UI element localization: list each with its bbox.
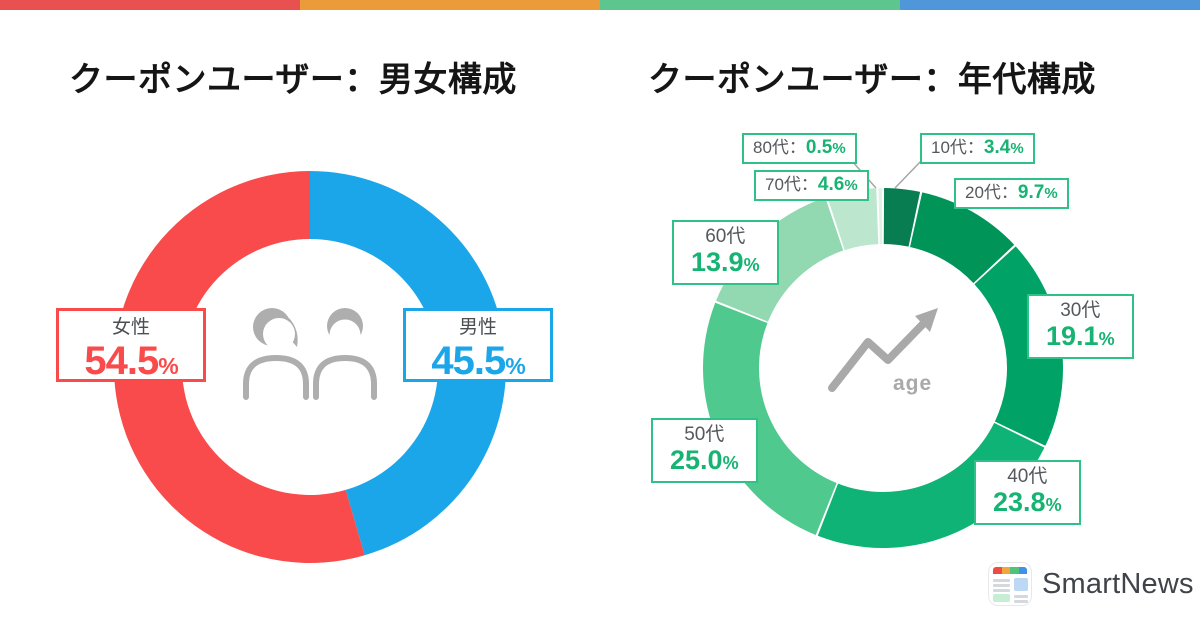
donut-segment-70代 xyxy=(827,188,879,251)
age-10s-value: 3.4 xyxy=(983,137,1011,158)
top-bar-segment-green xyxy=(600,0,900,10)
female-icon xyxy=(243,308,309,400)
smartnews-logo: SmartNews xyxy=(988,562,1194,606)
age-60s-text: 60代 xyxy=(705,226,746,247)
smartnews-icon-stripe xyxy=(993,567,1027,574)
age-40s-unit: % xyxy=(1045,495,1062,515)
top-color-bar xyxy=(0,0,1200,10)
male-value: 45.5 xyxy=(431,339,506,383)
age-10s-unit: % xyxy=(1010,140,1024,157)
donut-segment-10代 xyxy=(883,188,921,247)
leader-line-10s xyxy=(894,159,923,189)
age-20s-value: 9.7 xyxy=(1017,182,1045,203)
female-label: 女性 xyxy=(111,317,150,338)
male-label: 男性 xyxy=(458,317,497,338)
gender-chart-title: クーポンユーザー：男女構成 xyxy=(69,61,517,99)
age-20s-unit: % xyxy=(1044,185,1058,202)
age-label-70s: 70代：4.6% xyxy=(754,170,869,201)
age-40s-value: 23.8 xyxy=(993,487,1046,517)
age-70s-text: 70代 xyxy=(765,175,801,194)
age-20s-text: 20代 xyxy=(965,183,1001,202)
age-50s-text: 50代 xyxy=(684,424,725,445)
age-80s-unit: % xyxy=(832,140,846,157)
separator: ： xyxy=(1000,183,1018,202)
age-label-30s: 30代 19.1% xyxy=(1027,294,1134,359)
age-trend-arrow-icon: age xyxy=(828,308,938,395)
donut-segment-男性 xyxy=(310,171,507,556)
donut-segment-80代 xyxy=(878,188,883,245)
age-30s-unit: % xyxy=(1098,329,1115,349)
donut-segment-50代 xyxy=(703,302,837,535)
smartnews-brand-text: SmartNews xyxy=(1042,567,1194,600)
age-label-50s: 50代 25.0% xyxy=(651,418,758,483)
separator: ： xyxy=(966,138,984,157)
age-chart-title: クーポンユーザー：年代構成 xyxy=(648,61,1096,99)
smartnews-app-icon xyxy=(988,562,1032,606)
gender-donut-chart xyxy=(114,171,507,563)
donut-segment-60代 xyxy=(716,197,844,322)
age-40s-text: 40代 xyxy=(1007,466,1048,487)
donut-segment-女性 xyxy=(114,171,365,563)
age-70s-value: 4.6 xyxy=(817,174,845,195)
age-70s-unit: % xyxy=(844,177,858,194)
age-label-60s: 60代 13.9% xyxy=(672,220,779,285)
male-icon xyxy=(313,308,377,400)
age-30s-value: 19.1 xyxy=(1046,321,1099,351)
age-center-label: age xyxy=(893,372,932,395)
age-label-80s: 80代：0.5% xyxy=(742,133,857,164)
age-30s-text: 30代 xyxy=(1060,300,1101,321)
separator: ： xyxy=(788,138,806,157)
female-share-label: 女性 54.5% xyxy=(56,308,206,382)
age-10s-text: 10代 xyxy=(931,138,967,157)
top-bar-segment-red xyxy=(0,0,300,10)
separator: ： xyxy=(800,175,818,194)
female-unit: % xyxy=(158,353,178,379)
donut-segment-40代 xyxy=(817,422,1045,548)
age-60s-value: 13.9 xyxy=(691,247,744,277)
age-80s-text: 80代 xyxy=(753,138,789,157)
age-label-10s: 10代：3.4% xyxy=(920,133,1035,164)
age-80s-value: 0.5 xyxy=(805,137,833,158)
male-female-figures-icon xyxy=(243,308,377,400)
age-donut-chart xyxy=(703,188,1063,548)
age-50s-unit: % xyxy=(722,453,739,473)
age-label-40s: 40代 23.8% xyxy=(974,460,1081,525)
male-share-label: 男性 45.5% xyxy=(403,308,553,382)
age-60s-unit: % xyxy=(743,255,760,275)
donut-segment-20代 xyxy=(910,192,1015,284)
male-unit: % xyxy=(505,353,525,379)
top-bar-segment-blue xyxy=(900,0,1200,10)
age-label-20s: 20代：9.7% xyxy=(954,178,1069,209)
age-50s-value: 25.0 xyxy=(670,445,723,475)
female-value: 54.5 xyxy=(84,339,159,383)
top-bar-segment-orange xyxy=(300,0,600,10)
